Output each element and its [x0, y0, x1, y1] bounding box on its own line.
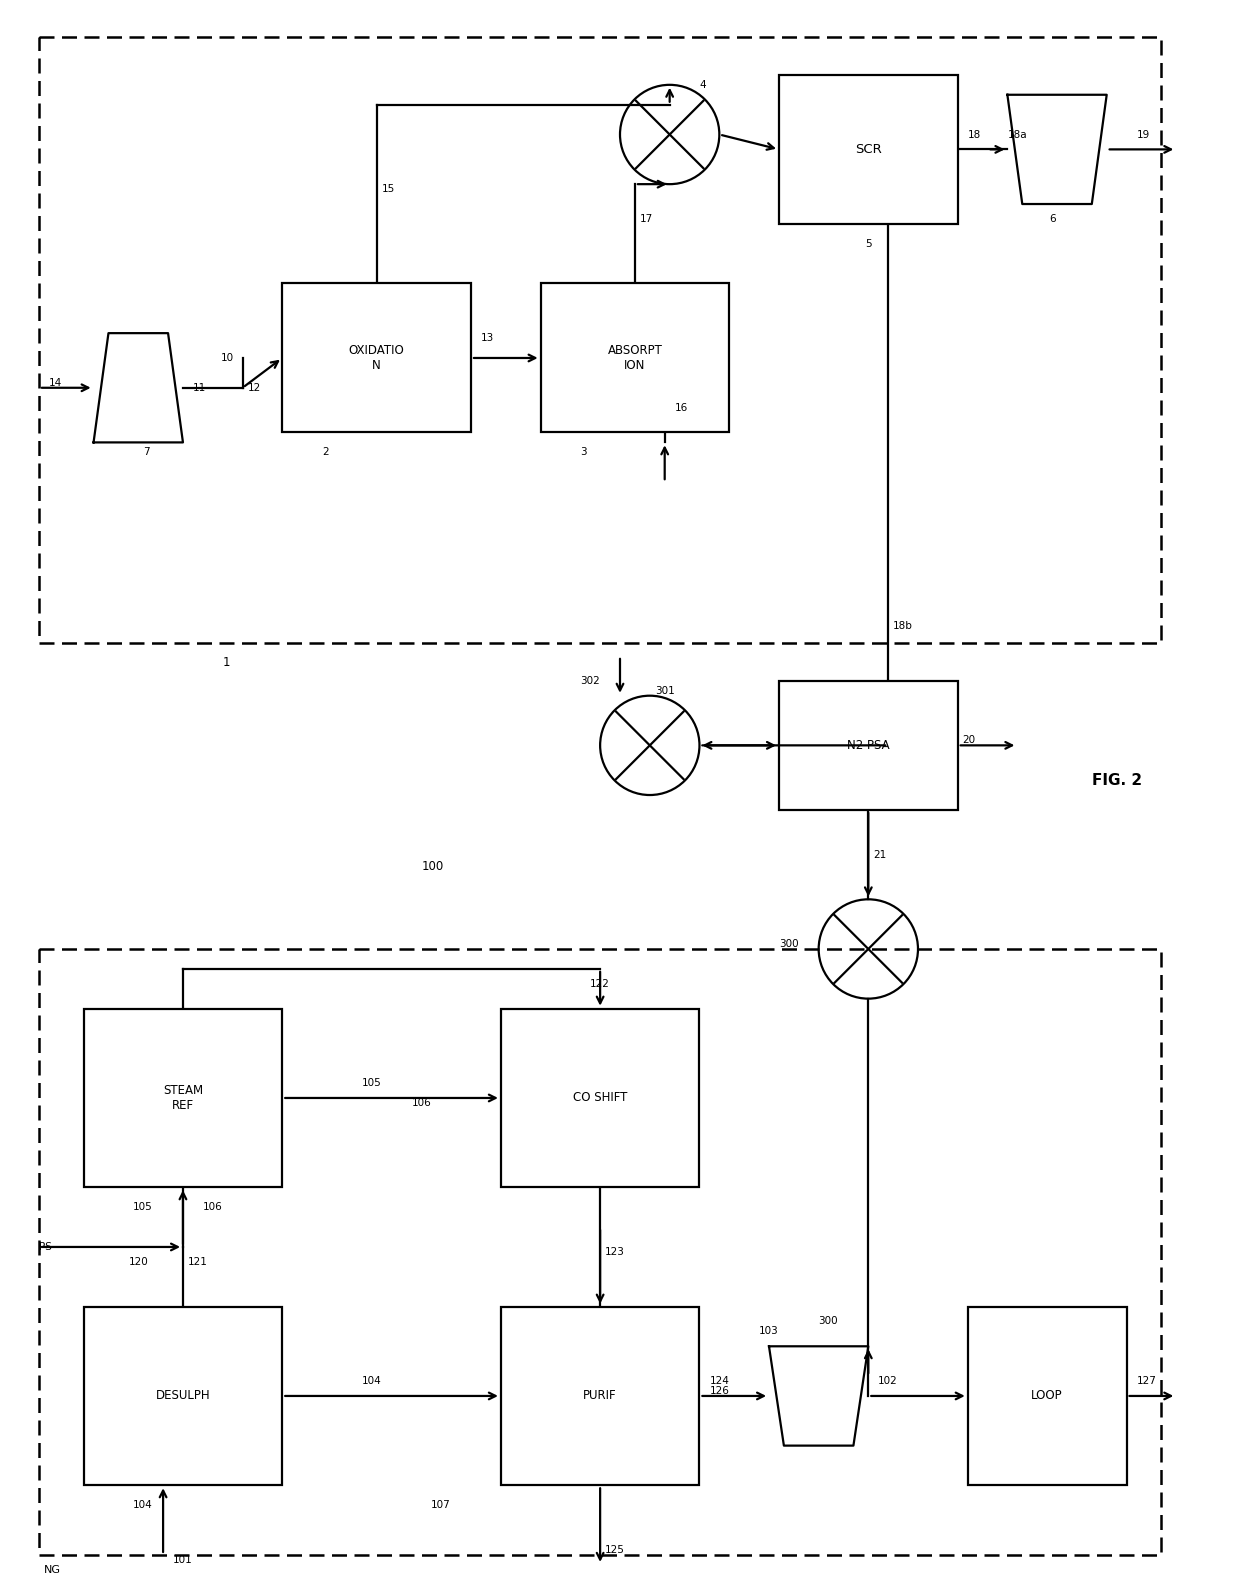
Bar: [83, 1307, 283, 1486]
Bar: [541, 284, 729, 433]
Text: 105: 105: [362, 1079, 382, 1088]
Text: 301: 301: [655, 686, 675, 696]
Text: FIG. 2: FIG. 2: [1091, 772, 1142, 787]
Bar: [779, 75, 957, 223]
Text: 12: 12: [248, 383, 260, 393]
Text: 302: 302: [580, 675, 600, 686]
Text: 104: 104: [133, 1500, 153, 1510]
Text: 125: 125: [605, 1545, 625, 1555]
Text: DESULPH: DESULPH: [156, 1390, 211, 1403]
Text: 7: 7: [144, 447, 150, 458]
Text: 105: 105: [133, 1202, 153, 1213]
Bar: [779, 681, 957, 809]
Text: 106: 106: [203, 1202, 222, 1213]
Text: 19: 19: [1137, 129, 1149, 139]
Text: 5: 5: [866, 239, 872, 249]
Text: 10: 10: [221, 353, 234, 362]
Text: 103: 103: [759, 1326, 779, 1336]
Text: 17: 17: [640, 214, 653, 223]
Text: 2: 2: [322, 447, 329, 458]
Text: 100: 100: [422, 860, 444, 873]
Text: STEAM
REF: STEAM REF: [162, 1084, 203, 1112]
Text: 14: 14: [48, 378, 62, 388]
Text: 6: 6: [1049, 214, 1055, 223]
Text: SCR: SCR: [854, 144, 882, 156]
Bar: [83, 1009, 283, 1187]
Text: 4: 4: [699, 80, 706, 89]
Bar: [501, 1009, 699, 1187]
Bar: [38, 37, 1162, 643]
Text: 11: 11: [193, 383, 206, 393]
Bar: [38, 950, 1162, 1555]
Text: 15: 15: [382, 184, 394, 195]
Text: 20: 20: [962, 736, 976, 745]
Text: ABSORPT
ION: ABSORPT ION: [608, 345, 662, 372]
Text: 16: 16: [675, 402, 688, 413]
Text: 3: 3: [580, 447, 587, 458]
Bar: [283, 284, 471, 433]
Text: 102: 102: [878, 1376, 898, 1385]
Text: 123: 123: [605, 1246, 625, 1258]
Text: 13: 13: [481, 334, 495, 343]
Text: PS: PS: [38, 1242, 52, 1251]
Text: 122: 122: [590, 978, 610, 990]
Bar: [967, 1307, 1127, 1486]
Text: 18b: 18b: [893, 621, 913, 630]
Text: OXIDATIO
N: OXIDATIO N: [348, 345, 404, 372]
Text: 18: 18: [967, 129, 981, 139]
Text: LOOP: LOOP: [1032, 1390, 1063, 1403]
Text: 101: 101: [174, 1555, 192, 1566]
Text: 124: 124: [709, 1376, 729, 1385]
Text: NG: NG: [43, 1564, 61, 1575]
Text: CO SHIFT: CO SHIFT: [573, 1092, 627, 1104]
Bar: [501, 1307, 699, 1486]
Text: 107: 107: [432, 1500, 451, 1510]
Text: 300: 300: [818, 1317, 838, 1326]
Text: 18a: 18a: [1007, 129, 1027, 139]
Text: 21: 21: [873, 849, 887, 860]
Text: 1: 1: [223, 656, 231, 669]
Text: 106: 106: [412, 1098, 432, 1108]
Text: 126: 126: [709, 1385, 729, 1396]
Text: 121: 121: [188, 1258, 208, 1267]
Text: 127: 127: [1137, 1376, 1157, 1385]
Text: N2 PSA: N2 PSA: [847, 739, 889, 752]
Text: 120: 120: [128, 1258, 148, 1267]
Text: 300: 300: [779, 938, 799, 950]
Text: PURIF: PURIF: [583, 1390, 618, 1403]
Text: 104: 104: [362, 1376, 382, 1385]
